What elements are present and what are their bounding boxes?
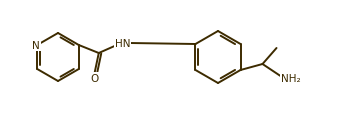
- Text: NH₂: NH₂: [281, 73, 300, 83]
- Text: N: N: [32, 41, 40, 51]
- Text: O: O: [91, 73, 99, 83]
- Text: HN: HN: [115, 39, 131, 49]
